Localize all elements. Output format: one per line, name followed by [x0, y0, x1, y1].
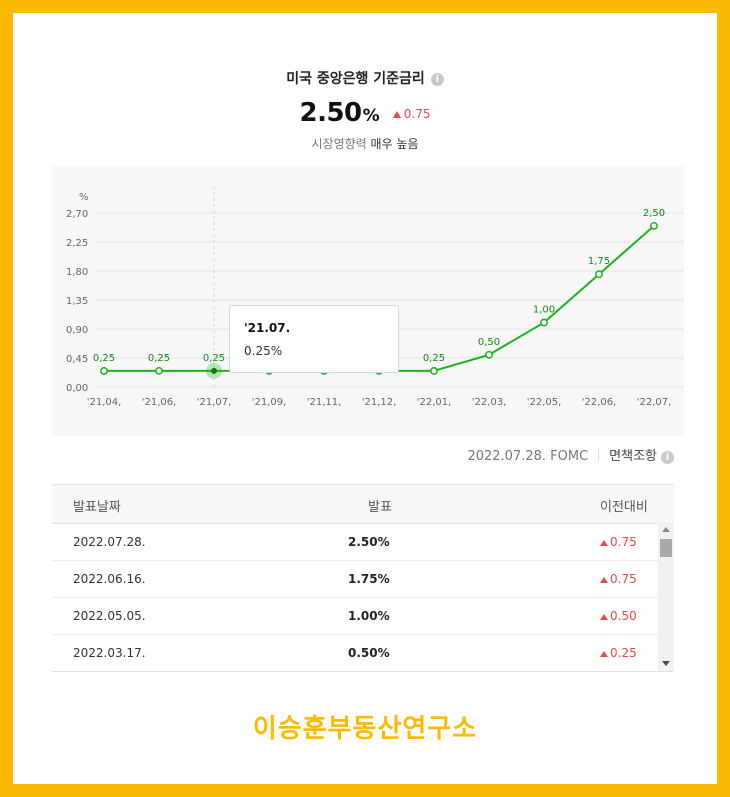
- x-tick-label: '21,06,: [142, 397, 177, 408]
- x-tick-label: '22,06,: [582, 397, 617, 408]
- row-change: 0.50: [600, 609, 637, 623]
- data-point: [540, 318, 548, 327]
- data-point: [650, 221, 658, 230]
- row-date: 2022.03.17.: [73, 646, 146, 660]
- column-header-date: 발표날짜: [73, 500, 121, 515]
- y-tick-label: 0,00: [66, 383, 88, 394]
- row-value: 1.75%: [348, 572, 390, 586]
- source-label: 2022.07.28. FOMC: [467, 449, 589, 464]
- rate-history-table[interactable]: 2022.07.28. 2.50% 0.75 2022.06.16. 1.75%…: [52, 523, 674, 672]
- rate-row: 2.50% 0.75: [0, 98, 730, 128]
- divider: [598, 449, 600, 461]
- row-change-value: 0.50: [610, 609, 637, 623]
- brand-watermark: 이승훈부동산연구소: [252, 714, 478, 744]
- market-impact-label: 시장영향력: [311, 137, 367, 151]
- column-header-change: 이전대비: [600, 500, 648, 515]
- rate-change: 0.75: [392, 107, 431, 121]
- data-label: 2,50: [643, 208, 665, 219]
- table-header: 발표날짜 발표 이전대비: [52, 484, 674, 524]
- row-date: 2022.06.16.: [73, 572, 146, 586]
- y-tick-label: 1,80: [66, 267, 88, 278]
- current-rate: 2.50: [299, 98, 362, 128]
- x-tick-label: '22,07,: [637, 397, 672, 408]
- table-row: 2022.07.28. 2.50% 0.75: [52, 523, 658, 561]
- up-triangle-icon: [600, 614, 608, 620]
- row-date: 2022.07.28.: [73, 535, 146, 549]
- data-point: [430, 366, 438, 375]
- row-change: 0.75: [600, 535, 637, 549]
- chart-tooltip: '21.07. 0.25%: [229, 305, 399, 373]
- data-label: 0,50: [478, 337, 500, 348]
- market-impact-level: 매우 높음: [370, 137, 419, 151]
- page-title: 미국 중앙은행 기준금리 i: [0, 68, 730, 88]
- rate-chart: % 0,00 0,45 0,90 1,35 1,80 2,25 2,70 '21,04, '21,…: [52, 166, 684, 436]
- row-value: 0.50%: [348, 646, 390, 660]
- data-label: 0,25: [423, 353, 445, 364]
- scroll-thumb[interactable]: [660, 539, 672, 557]
- tooltip-value: 0.25%: [244, 344, 283, 358]
- y-tick-label: 0,45: [66, 354, 88, 365]
- data-point: [211, 367, 217, 374]
- tooltip-date: '21.07.: [244, 321, 291, 335]
- data-point: [595, 270, 603, 279]
- x-tick-label: '22,01,: [417, 397, 452, 408]
- data-label: 0,25: [203, 353, 225, 364]
- up-triangle-icon: [600, 651, 608, 657]
- market-impact: 시장영향력 매우 높음: [0, 135, 730, 152]
- row-change: 0.25: [600, 646, 637, 660]
- rate-chart-svg: % 0,00 0,45 0,90 1,35 1,80 2,25 2,70 '21,04, '21,…: [66, 186, 684, 408]
- data-point: [485, 350, 493, 359]
- rate-unit: %: [362, 106, 380, 126]
- scroll-up-arrow-icon[interactable]: [662, 527, 670, 532]
- table-scrollbar[interactable]: [658, 523, 674, 671]
- x-tick-label: '21,09,: [252, 397, 287, 408]
- data-label: 0,25: [148, 353, 170, 364]
- table-row: 2022.06.16. 1.75% 0.75: [52, 560, 658, 598]
- y-tick-label: 2,25: [66, 238, 88, 249]
- y-tick-label: 0,90: [66, 325, 88, 336]
- column-header-value: 발표: [368, 500, 392, 515]
- data-label: 1,75: [588, 256, 610, 267]
- table-row: 2022.03.17. 0.50% 0.25: [52, 634, 658, 671]
- row-value: 1.00%: [348, 609, 390, 623]
- x-tick-label: '21,11,: [307, 397, 342, 408]
- row-change-value: 0.75: [610, 572, 637, 586]
- up-triangle-icon: [600, 577, 608, 583]
- row-change-value: 0.25: [610, 646, 637, 660]
- y-unit-label: %: [79, 192, 89, 203]
- row-date: 2022.05.05.: [73, 609, 146, 623]
- x-tick-label: '21,12,: [362, 397, 397, 408]
- table-row: 2022.05.05. 1.00% 0.50: [52, 597, 658, 635]
- info-icon[interactable]: i: [661, 451, 674, 464]
- data-label: 0,25: [93, 353, 115, 364]
- title-text: 미국 중앙은행 기준금리: [286, 71, 425, 87]
- rate-change-value: 0.75: [403, 107, 431, 121]
- y-tick-label: 1,35: [66, 296, 88, 307]
- row-change: 0.75: [600, 572, 637, 586]
- up-triangle-icon: [392, 111, 401, 118]
- x-tick-label: '21,04,: [87, 397, 122, 408]
- row-value: 2.50%: [348, 535, 390, 549]
- x-tick-label: '22,05,: [527, 397, 562, 408]
- y-tick-label: 2,70: [66, 209, 88, 220]
- x-tick-label: '21,07,: [197, 397, 232, 408]
- info-icon[interactable]: i: [430, 73, 444, 86]
- x-tick-label: '22,03,: [472, 397, 507, 408]
- data-label: 1,00: [533, 305, 555, 316]
- up-triangle-icon: [600, 540, 608, 546]
- row-change-value: 0.75: [610, 535, 637, 549]
- scroll-down-arrow-icon[interactable]: [662, 661, 670, 666]
- source-row: 2022.07.28. FOMC 면책조항 i: [467, 445, 674, 464]
- disclaimer-link[interactable]: 면책조항: [609, 449, 657, 464]
- data-point: [100, 366, 108, 375]
- data-point: [155, 366, 163, 375]
